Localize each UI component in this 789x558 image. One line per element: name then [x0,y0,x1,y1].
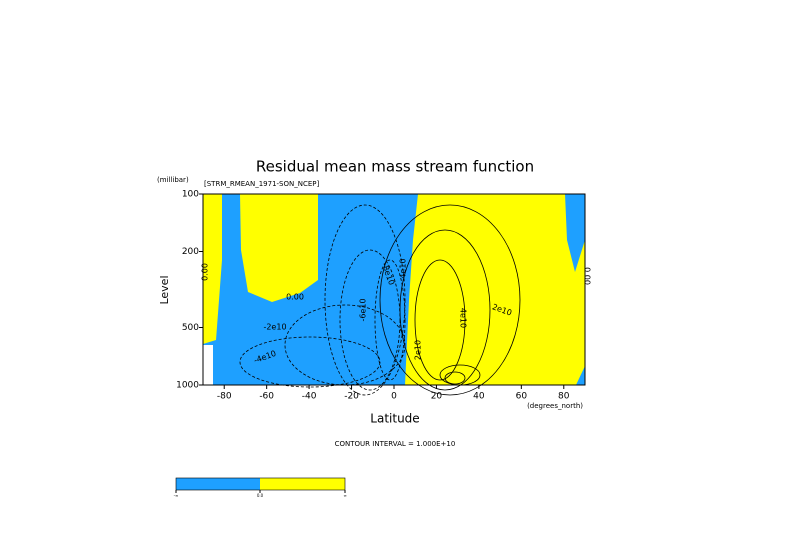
x-tick-label: -20 [344,392,359,402]
contour-label: 0.00 [583,267,592,285]
x-tick-label: 0 [391,392,397,402]
contour-label: 4e10 [459,308,468,328]
contour-label: 2e10 [414,340,423,360]
contour-label: -2e10 [263,323,286,332]
x-tick-label: 80 [558,392,570,402]
colorbar-negative [176,478,260,490]
positive-region [405,194,585,385]
colorbar-label: -∞ [174,493,179,498]
negative-contour [284,304,406,386]
x-unit: (degrees_north) [527,402,583,410]
x-tick-label: -40 [302,392,317,402]
x-tick-label: -60 [259,392,274,402]
positive-contour [444,371,466,385]
y-tick-label: 1000 [176,381,199,391]
chart-subtitle: [STRM_RMEAN_1971-SON_NCEP] [204,180,320,188]
y-tick-label: 100 [182,190,199,200]
negative-contour [324,204,406,396]
missing-region [203,345,213,385]
positive-region [203,194,222,344]
contour-interval: CONTOUR INTERVAL = 1.000E+10 [335,440,456,448]
colorbar-label: 0.0 [257,493,264,498]
y-unit: (millibar) [157,176,189,184]
contour-label: 0.00 [201,263,210,281]
contour-label: 0.00 [286,293,304,302]
chart-title: Residual mean mass stream function [256,158,534,176]
positive-contour [379,204,521,396]
contour-label: -6e10 [359,298,368,321]
x-tick-label: -80 [217,392,232,402]
positive-contour [399,229,491,391]
negative-contour [239,336,381,388]
x-axis-label: Latitude [370,412,419,426]
colorbar-positive [260,478,345,490]
x-tick-label: 20 [431,392,443,402]
x-tick-label: 40 [473,392,485,402]
negative-contour [374,259,406,381]
y-axis-label: Level [158,275,171,304]
colorbar-label: ∞ [343,493,346,498]
y-tick-label: 200 [182,247,199,257]
x-tick-label: 60 [516,392,528,402]
positive-region [240,194,318,302]
contour-label: -4e10 [399,258,408,281]
positive-contour [414,259,466,381]
y-tick-label: 500 [182,323,199,333]
